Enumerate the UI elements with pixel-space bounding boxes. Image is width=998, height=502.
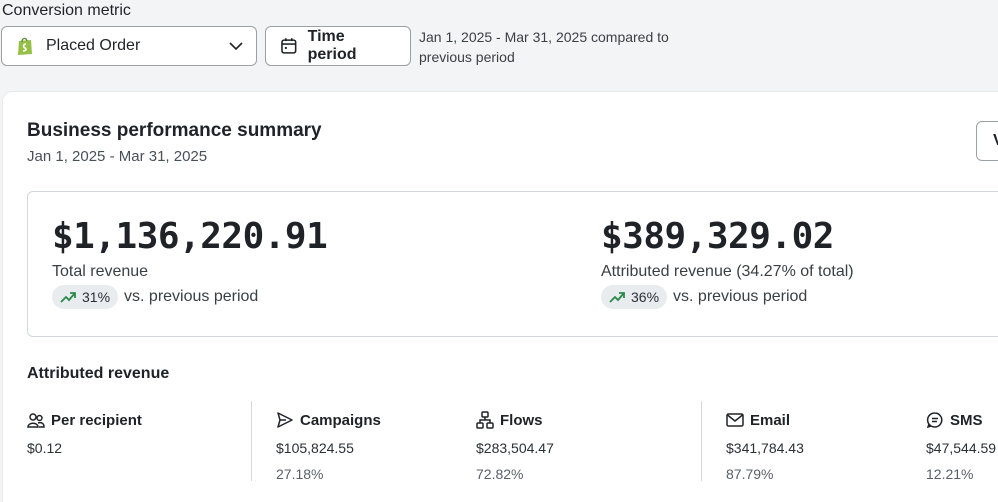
column-label: Campaigns bbox=[300, 411, 381, 429]
metric-select-value: Placed Order bbox=[46, 37, 141, 54]
per-recipient-column: Per recipient $0.12 bbox=[27, 410, 142, 457]
total-revenue-stat: $1,136,220.91 Total revenue 31% vs. prev… bbox=[52, 216, 328, 309]
attributed-revenue-label: Attributed revenue (34.27% of total) bbox=[601, 263, 854, 280]
column-value: $0.12 bbox=[27, 440, 63, 456]
trend-comparison-text: vs. previous period bbox=[673, 288, 808, 305]
revenue-summary-box: $1,136,220.91 Total revenue 31% vs. prev… bbox=[27, 191, 998, 337]
conversion-metric-label: Conversion metric bbox=[2, 2, 131, 19]
period-comparison-note: Jan 1, 2025 - Mar 31, 2025 compared to p… bbox=[419, 29, 669, 65]
conversion-metric-select[interactable]: Placed Order bbox=[1, 26, 257, 66]
trend-badge: 31% bbox=[52, 285, 119, 309]
column-label: Flows bbox=[500, 411, 543, 429]
trend-percent: 31% bbox=[82, 289, 111, 305]
column-divider bbox=[251, 401, 252, 481]
total-revenue-trend: 31% vs. previous period bbox=[52, 285, 327, 309]
people-icon bbox=[27, 413, 45, 428]
shopify-bag-icon bbox=[18, 37, 32, 55]
column-label: SMS bbox=[950, 411, 983, 429]
email-column: Email $341,784.43 87.79% bbox=[726, 410, 804, 483]
time-period-button[interactable]: Time period bbox=[265, 26, 411, 66]
mail-icon bbox=[726, 413, 744, 427]
attributed-revenue-heading: Attributed revenue bbox=[27, 365, 170, 382]
time-period-label: Time period bbox=[307, 28, 357, 63]
calendar-icon bbox=[281, 38, 297, 54]
column-value: $341,784.43 bbox=[726, 440, 804, 456]
total-revenue-value: $1,136,220.91 bbox=[52, 216, 328, 257]
trend-percent: 36% bbox=[631, 289, 660, 305]
attributed-revenue-value: $389,329.02 bbox=[601, 216, 834, 257]
column-percent: 72.82% bbox=[476, 466, 524, 482]
column-divider bbox=[701, 401, 702, 481]
column-value: $283,504.47 bbox=[476, 440, 554, 456]
card-title: Business performance summary bbox=[27, 120, 322, 141]
send-icon bbox=[277, 412, 293, 428]
flows-column: Flows $283,504.47 72.82% bbox=[476, 410, 554, 482]
column-value: $47,544.59 bbox=[926, 440, 997, 456]
column-label: Email bbox=[750, 411, 791, 429]
trend-comparison-text: vs. previous period bbox=[124, 288, 259, 305]
business-summary-card: Business performance summary Jan 1, 2025… bbox=[2, 91, 998, 502]
attributed-revenue-trend: 36% vs. previous period bbox=[601, 285, 854, 309]
flow-icon bbox=[476, 411, 494, 429]
sms-icon bbox=[926, 412, 943, 429]
column-value: $105,824.55 bbox=[276, 440, 354, 456]
chevron-down-icon bbox=[229, 42, 243, 51]
trend-badge: 36% bbox=[601, 285, 668, 309]
column-percent: 87.79% bbox=[726, 466, 774, 482]
column-percent: 12.21% bbox=[926, 466, 974, 482]
card-date-range: Jan 1, 2025 - Mar 31, 2025 bbox=[27, 148, 208, 165]
total-revenue-label: Total revenue bbox=[52, 263, 149, 280]
column-label: Per recipient bbox=[51, 411, 142, 429]
trend-up-icon bbox=[609, 292, 625, 303]
trend-up-icon bbox=[60, 292, 76, 303]
column-percent: 27.18% bbox=[276, 466, 324, 482]
attributed-revenue-stat: $389,329.02 Attributed revenue (34.27% o… bbox=[601, 216, 854, 309]
campaigns-column: Campaigns $105,824.55 27.18% bbox=[276, 410, 381, 483]
sms-column: SMS $47,544.59 12.21% bbox=[926, 410, 997, 483]
view-button[interactable]: V bbox=[976, 121, 998, 161]
